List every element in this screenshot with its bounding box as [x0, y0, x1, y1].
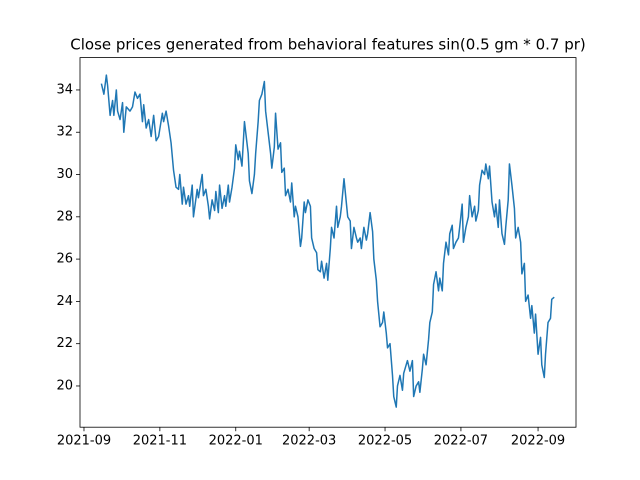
- line-series: [100, 74, 555, 408]
- x-tick-label: 2022-03: [282, 434, 336, 449]
- x-tick-label: 2022-01: [209, 434, 263, 449]
- y-tick-label: 22: [56, 336, 73, 351]
- y-tick-label: 30: [56, 167, 73, 182]
- x-tick-label: 2022-05: [358, 434, 412, 449]
- x-tick-label: 2022-09: [511, 434, 565, 449]
- y-tick-label: 24: [56, 294, 73, 309]
- y-tick-label: 32: [56, 125, 73, 140]
- y-tick-label: 34: [56, 82, 73, 97]
- y-tick-label: 26: [56, 252, 73, 267]
- x-tick-label: 2022-07: [434, 434, 488, 449]
- plot-frame: [79, 57, 577, 428]
- x-tick-label: 2021-09: [57, 434, 111, 449]
- x-tick-label: 2021-11: [133, 434, 187, 449]
- chart-title: Close prices generated from behavioral f…: [70, 36, 585, 54]
- y-tick-label: 28: [56, 209, 73, 224]
- y-tick-label: 20: [56, 378, 73, 393]
